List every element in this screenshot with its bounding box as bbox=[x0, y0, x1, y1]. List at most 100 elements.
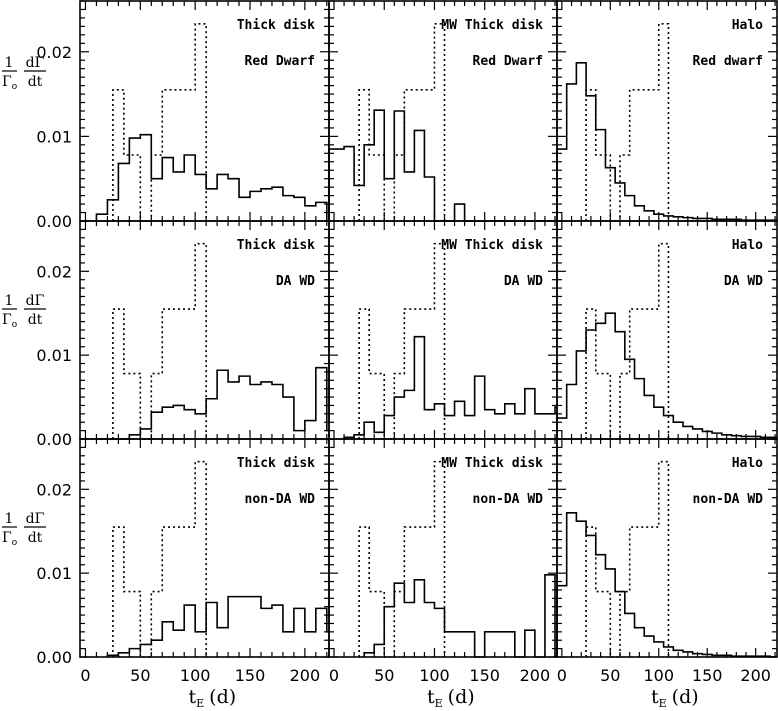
panel-0: Thick disk Red Dwarf 0.00 0.01 0.02 bbox=[36, 0, 330, 231]
x-axis-label-sub: E bbox=[435, 697, 443, 710]
y-tick-label: 0.01 bbox=[36, 564, 72, 583]
x-tick-label: 50 bbox=[600, 666, 620, 685]
x-axis-label-sub: E bbox=[659, 697, 667, 710]
x-tick-label: 200 bbox=[290, 666, 321, 685]
panel-label-population: Thick disk bbox=[237, 456, 315, 471]
y-axis-label-dt: dt bbox=[28, 74, 43, 90]
reference-histogram bbox=[112, 23, 207, 222]
panel-frame bbox=[328, 438, 558, 658]
reference-histogram bbox=[585, 242, 670, 440]
x-axis-label: tE (d) bbox=[427, 686, 475, 710]
panel-label-type: non-DA WD bbox=[245, 492, 316, 507]
x-tick-label: 150 bbox=[235, 666, 266, 685]
panel-4: MW Thick disk DA WD bbox=[328, 220, 558, 440]
x-axis-labels: tE (d) tE (d) tE (d) bbox=[189, 686, 699, 710]
panel-label-population: MW Thick disk bbox=[441, 456, 543, 471]
y-axis-label-gamma-sub: o bbox=[12, 82, 17, 92]
reference-histogram bbox=[358, 460, 446, 658]
reference-histogram bbox=[358, 23, 446, 222]
reference-histogram bbox=[585, 23, 670, 222]
panel-frame bbox=[328, 220, 558, 440]
y-axis-label-gamma: Γo bbox=[2, 74, 17, 92]
x-tick-label: 50 bbox=[374, 666, 394, 685]
data-histogram bbox=[556, 61, 777, 221]
panel-label-population: MW Thick disk bbox=[441, 238, 543, 253]
panel-frame bbox=[556, 438, 778, 658]
y-axis-label-one: 1 bbox=[5, 293, 14, 309]
x-axis-label: tE (d) bbox=[189, 686, 237, 710]
y-axis-label-gamma-main: Γ bbox=[2, 74, 12, 90]
x-tick-label: 150 bbox=[469, 666, 500, 685]
x-axis-label-unit: (d) bbox=[448, 686, 475, 708]
x-tick-label: 100 bbox=[643, 666, 674, 685]
data-histogram bbox=[556, 312, 777, 439]
panel-frame bbox=[79, 0, 330, 222]
panel-label-population: MW Thick disk bbox=[441, 18, 543, 33]
x-tick-label: 150 bbox=[692, 666, 723, 685]
x-tick-label: 100 bbox=[180, 666, 211, 685]
panel-6: Thick disk non-DA WD 0.00 0.01 0.02 bbox=[36, 438, 330, 667]
y-tick-label: 0.00 bbox=[36, 430, 72, 449]
y-tick-label: 0.02 bbox=[36, 43, 72, 62]
y-tick-label: 0.00 bbox=[36, 648, 72, 667]
x-tick-label: 100 bbox=[419, 666, 450, 685]
y-axis-label-gamma-main: Γ bbox=[2, 312, 12, 328]
panel-5: Halo DA WD bbox=[556, 220, 778, 440]
panel-1: MW Thick disk Red Dwarf bbox=[328, 0, 558, 222]
y-tick-label: 0.02 bbox=[36, 480, 72, 499]
panel-frame bbox=[556, 0, 778, 222]
y-axis-label-gamma: Γo bbox=[2, 312, 17, 330]
y-tick-label: 0.02 bbox=[36, 262, 72, 281]
y-axis-label-gamma-main: Γ bbox=[2, 530, 12, 546]
x-axis-label-main: t bbox=[651, 686, 659, 708]
y-axis-label-gamma-sub: o bbox=[12, 320, 17, 330]
x-tick-labels: 0 50 100 150 200 0 50 100 150 200 0 50 100 150 200 bbox=[80, 666, 771, 685]
panel-frame bbox=[79, 220, 330, 440]
y-axis-label-gamma: Γo bbox=[2, 530, 17, 548]
x-tick-label: 0 bbox=[557, 666, 567, 685]
x-axis-label-unit: (d) bbox=[672, 686, 699, 708]
x-axis-label-unit: (d) bbox=[209, 686, 236, 708]
y-tick-label: 0.00 bbox=[36, 212, 72, 231]
reference-histogram bbox=[112, 460, 207, 658]
panel-2: Halo Red dwarf bbox=[556, 0, 778, 222]
panel-frame bbox=[328, 0, 558, 222]
y-axis-label-gamma-sub: o bbox=[12, 538, 17, 548]
reference-histogram bbox=[358, 242, 446, 440]
panel-label-type: DA WD bbox=[504, 274, 543, 289]
data-histogram bbox=[328, 109, 555, 222]
panel-3: Thick disk DA WD 0.00 0.01 0.02 bbox=[36, 220, 330, 449]
panel-frame bbox=[79, 438, 330, 658]
y-tick-label: 0.01 bbox=[36, 346, 72, 365]
y-axis-label-one: 1 bbox=[5, 511, 14, 527]
panel-label-population: Thick disk bbox=[237, 18, 315, 33]
panel-label-population: Thick disk bbox=[237, 238, 315, 253]
panel-label-type: non-DA WD bbox=[693, 492, 764, 507]
x-tick-label: 0 bbox=[80, 666, 90, 685]
panel-label-type: DA WD bbox=[724, 274, 763, 289]
x-axis-label-main: t bbox=[189, 686, 197, 708]
x-axis-label: tE (d) bbox=[651, 686, 699, 710]
x-axis-label-sub: E bbox=[196, 697, 204, 710]
reference-histogram bbox=[585, 460, 670, 658]
panel-label-type: Red dwarf bbox=[693, 54, 763, 69]
x-tick-label: 50 bbox=[130, 666, 150, 685]
x-tick-label: 200 bbox=[740, 666, 771, 685]
panel-label-type: Red Dwarf bbox=[473, 54, 543, 69]
panel-grid: Thick disk Red Dwarf 0.00 0.01 0.02 MW Thick … bbox=[36, 0, 778, 667]
y-axis-label-one: 1 bbox=[5, 55, 14, 71]
panel-7: MW Thick disk non-DA WD bbox=[328, 438, 558, 658]
data-histogram bbox=[363, 574, 556, 658]
panel-label-population: Halo bbox=[732, 238, 763, 253]
y-axis-label-dt: dt bbox=[28, 530, 43, 546]
data-histogram bbox=[95, 133, 328, 221]
panel-label-type: DA WD bbox=[276, 274, 315, 289]
panel-label-type: Red Dwarf bbox=[245, 54, 315, 69]
y-axis-label-dgamma: dΓ bbox=[26, 55, 45, 71]
data-histogram bbox=[96, 366, 329, 440]
